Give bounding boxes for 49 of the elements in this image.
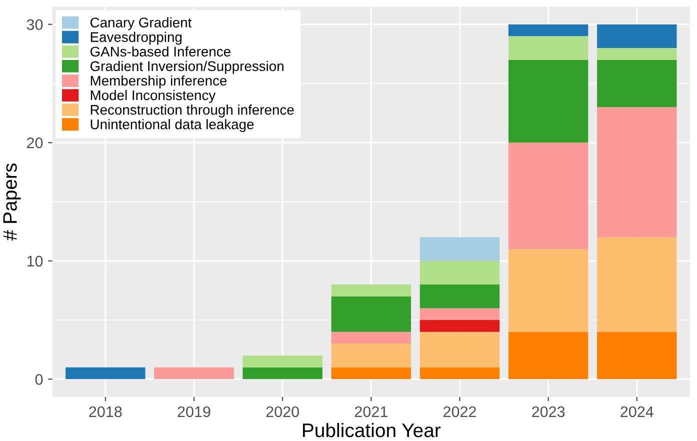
x-tick-label: 2019	[178, 406, 210, 418]
y-axis-title: # Papers	[3, 164, 21, 241]
y-tick-label: 30	[26, 19, 43, 30]
legend-label: Reconstruction through inference	[90, 104, 294, 118]
x-tick-label: 2018	[89, 406, 122, 418]
bar	[420, 237, 500, 261]
legend-label: Model Inconsistency	[90, 90, 216, 103]
bar	[420, 367, 500, 380]
bar	[331, 284, 412, 296]
legend-label: Unintentional data leakage	[90, 119, 254, 132]
bar	[508, 332, 588, 380]
y-tick-label: 10	[27, 256, 43, 267]
bar	[242, 367, 322, 380]
bar	[331, 296, 412, 332]
bar	[597, 237, 677, 332]
x-axis-title: Publication Year	[303, 422, 441, 438]
bar	[597, 60, 677, 108]
x-tick-label: 2024	[620, 406, 654, 418]
bar	[66, 367, 146, 380]
bar	[508, 60, 588, 143]
bar	[420, 308, 500, 320]
bar	[242, 356, 322, 368]
bar	[331, 367, 412, 380]
bar	[420, 284, 500, 308]
legend-label: Canary Gradient	[90, 17, 192, 30]
legend-label: GANs-based Inference	[90, 46, 230, 57]
x-tick-label: 2021	[354, 406, 388, 418]
bar	[154, 367, 234, 380]
bar	[508, 249, 588, 332]
bar	[597, 48, 677, 60]
y-tick-label: 20	[27, 137, 43, 148]
y-tick-label: 0	[35, 374, 43, 385]
bar	[597, 24, 677, 48]
bar	[331, 332, 412, 344]
x-tick-label: 2022	[444, 406, 476, 418]
bar	[508, 24, 588, 36]
bar	[420, 260, 500, 285]
bar	[420, 320, 500, 332]
bar	[508, 36, 588, 60]
bar	[597, 332, 677, 380]
legend-label: Membership inference	[90, 75, 227, 88]
bar	[420, 332, 500, 368]
legend-label: Gradient Inversion/Suppression	[90, 60, 284, 74]
x-tick-label: 2020	[266, 406, 299, 418]
bar	[508, 142, 588, 250]
bar	[331, 344, 412, 368]
x-tick-label: 2023	[532, 406, 565, 418]
bar	[597, 107, 677, 238]
legend-label: Eavesdropping	[90, 32, 182, 45]
